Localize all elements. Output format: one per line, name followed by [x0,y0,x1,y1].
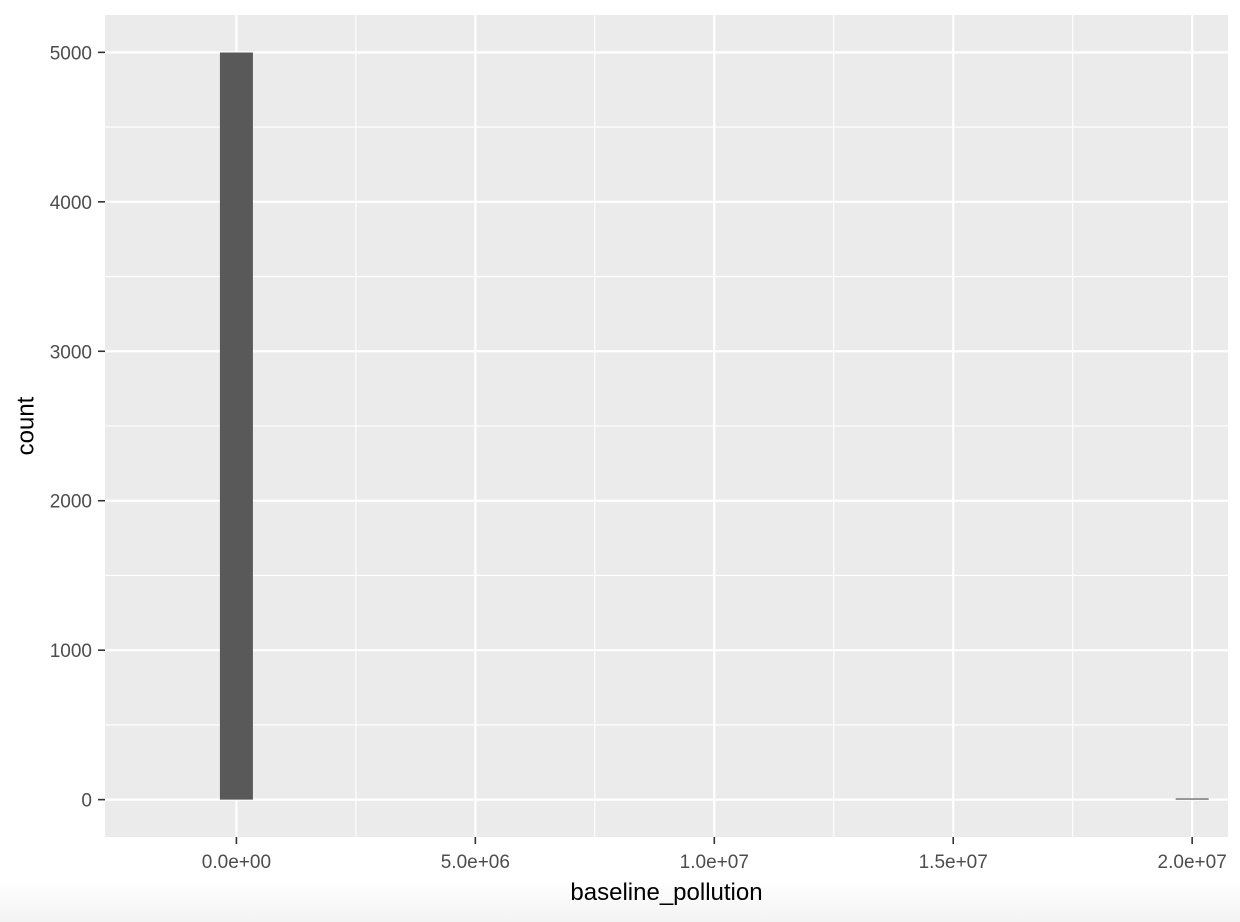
y-axis-title: count [12,396,39,455]
histogram-bars [219,52,1209,800]
y-axis: 0 1000 2000 3000 4000 5000 [50,43,105,812]
histogram-bar [219,52,253,800]
y-tick-label: 0 [81,791,92,812]
x-tick-label: 1.5e+07 [919,852,988,873]
x-axis-title: baseline_pollution [570,879,762,906]
y-tick-label: 3000 [50,342,92,363]
y-tick-label: 2000 [50,492,92,513]
histogram-bar [1175,798,1209,800]
minor-grid-lines [105,15,1228,837]
x-axis: 0.0e+00 5.0e+06 1.0e+07 1.5e+07 2.0e+07 [202,837,1227,873]
x-tick-label: 2.0e+07 [1158,852,1227,873]
y-tick-label: 4000 [50,193,92,214]
y-tick-label: 5000 [50,43,92,64]
x-tick-label: 5.0e+06 [441,852,510,873]
y-tick-label: 1000 [50,641,92,662]
x-tick-label: 0.0e+00 [202,852,271,873]
x-tick-label: 1.0e+07 [680,852,749,873]
